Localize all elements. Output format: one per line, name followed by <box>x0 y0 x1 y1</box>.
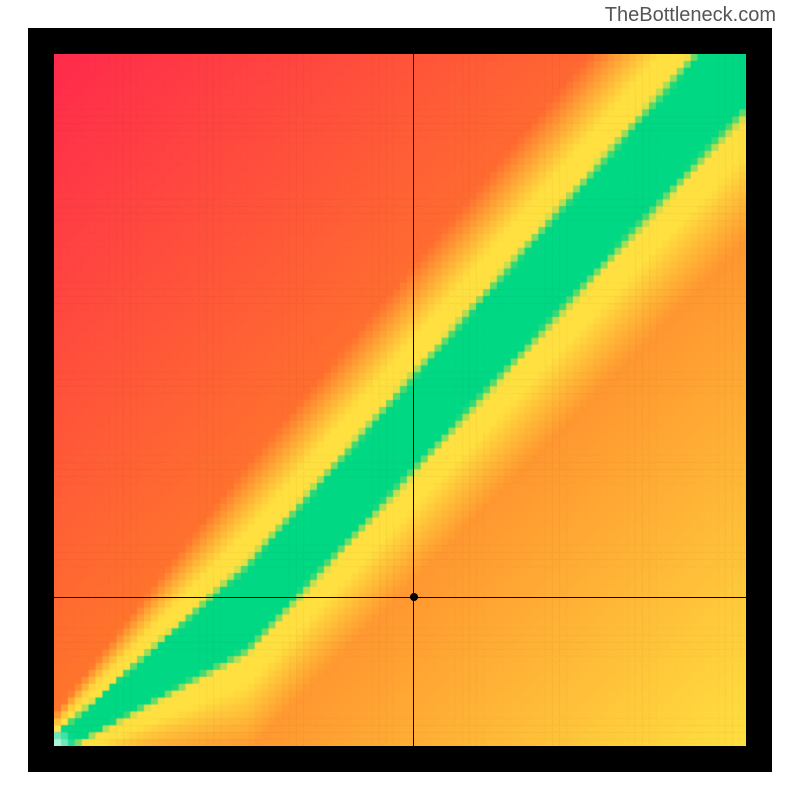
crosshair-vertical <box>413 54 414 746</box>
crosshair-dot <box>410 593 418 601</box>
watermark-text: TheBottleneck.com <box>605 4 776 27</box>
crosshair-horizontal <box>54 597 746 598</box>
plot-frame <box>28 28 772 772</box>
heatmap-canvas <box>54 54 746 746</box>
root-container: TheBottleneck.com <box>0 0 800 800</box>
